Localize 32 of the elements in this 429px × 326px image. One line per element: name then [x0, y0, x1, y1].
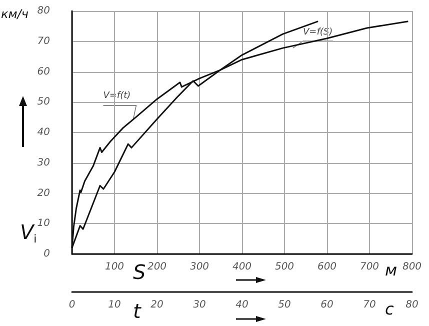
x2-tick-label: 70 — [363, 300, 376, 310]
y-tick-label: 50 — [37, 96, 50, 108]
y-tick-label: 20 — [37, 188, 50, 199]
x-tick-label: 100 — [104, 262, 124, 272]
x2-tick-label: 30 — [193, 300, 206, 310]
x-tick-label: 700 — [360, 262, 380, 272]
x2-tick-label: 20 — [150, 300, 164, 310]
x-tick-label: 300 — [190, 262, 210, 272]
text: с — [385, 300, 394, 318]
y-tick-label: 30 — [37, 157, 50, 168]
x-tick-label: 200 — [147, 262, 167, 272]
y-tick-label: 10 — [37, 218, 50, 230]
y-tick-label: 0 — [44, 248, 50, 260]
x2-tick-label: 80 — [406, 300, 418, 310]
y-tick-label: 60 — [37, 66, 50, 78]
x2-tick-label: 10 — [108, 300, 121, 310]
y-tick-label: 70 — [37, 36, 50, 47]
x2-tick-label: 60 — [320, 300, 334, 310]
y-tick-label: 40 — [37, 127, 50, 138]
x2-tick-label: 50 — [278, 300, 291, 310]
annotation: V=f(t) — [103, 90, 131, 101]
x-tick-label: 800 — [402, 262, 422, 272]
x2-tick-label: 0 — [68, 300, 76, 310]
text: км/ч — [1, 7, 28, 21]
y-tick-label: 80 — [37, 6, 50, 16]
x-tick-label: 400 — [232, 262, 252, 272]
text: м — [385, 260, 398, 280]
x-tick-label: 500 — [274, 262, 294, 272]
x-tick-label: 600 — [317, 262, 337, 272]
x2-tick-label: 40 — [236, 300, 248, 310]
x-axis-title: S — [133, 260, 146, 284]
x2-axis-title: t — [133, 299, 142, 323]
